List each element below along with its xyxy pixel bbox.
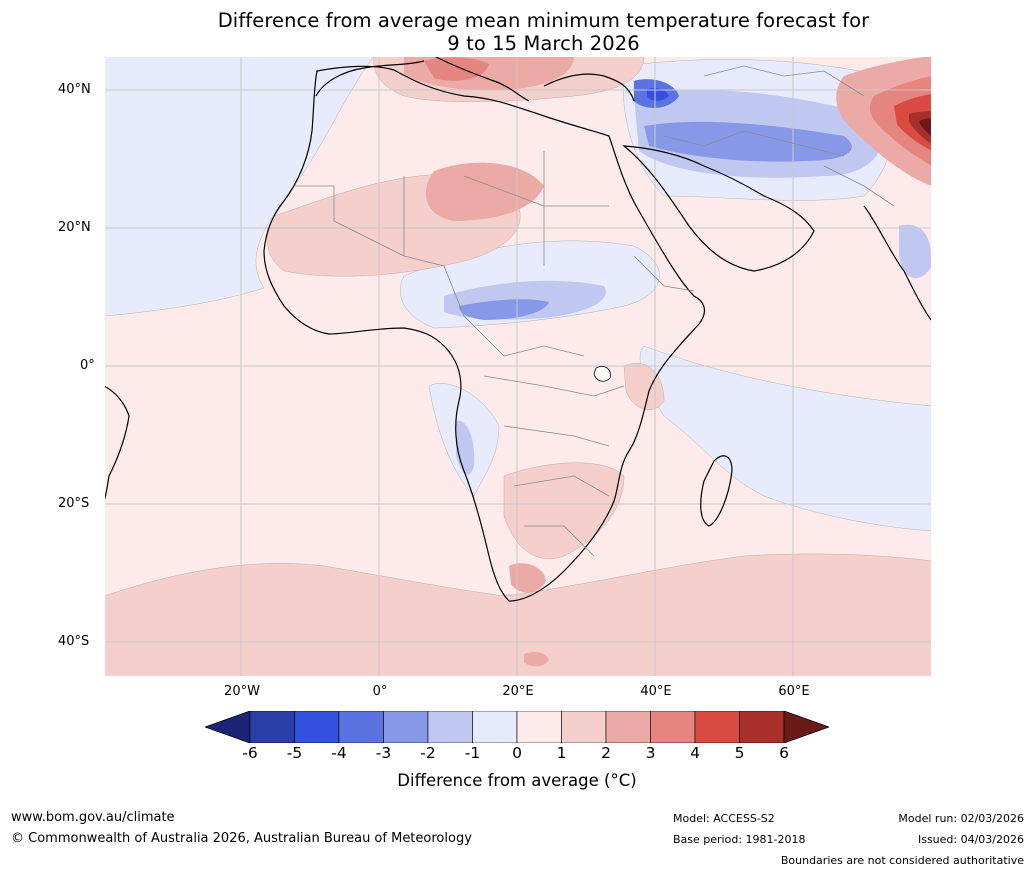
colorbar-segment-0_1 [516, 710, 562, 744]
lon-tick-20e: 20°E [502, 684, 534, 699]
base-period-text: Base period: 1981-2018 [673, 833, 806, 846]
colorbar-segment-2_3 [605, 710, 651, 744]
website-text: www.bom.gov.au/climate [11, 810, 175, 825]
south-africa-anomaly-plus2 [509, 563, 546, 593]
europe-coastline [315, 56, 635, 102]
lon-tick-0: 0° [372, 684, 388, 699]
lake-victoria [593, 366, 611, 382]
disclaimer-text: Boundaries are not considered authoritat… [780, 854, 1024, 867]
map-frame [104, 56, 932, 677]
colorbar-tick-label: 1 [556, 744, 567, 762]
colorbar-segment--1_0 [472, 710, 518, 744]
colorbar-segment-5_6 [739, 710, 785, 744]
lat-tick-equator: 0° [80, 358, 95, 373]
turkey-anomaly-minus5 [647, 87, 669, 101]
southern-ocean-anomaly-plus1 [104, 553, 932, 677]
colorbar-tick-label: -4 [331, 744, 347, 762]
middle-east-anomaly-minus3 [644, 121, 852, 162]
arabia-coastline [622, 145, 815, 272]
india-coastline [863, 205, 932, 322]
mediterranean-anomaly-plus3 [424, 57, 489, 81]
colorbar-tick-label: 6 [779, 744, 789, 762]
colorbar-segment--2_-1 [427, 710, 473, 744]
colorbar-svg [203, 710, 831, 744]
lat-tick-20s: 20°S [58, 496, 90, 511]
colorbar-segment-1_2 [561, 710, 607, 744]
colorbar-tick-label: -6 [242, 744, 258, 762]
copyright-text: © Commonwealth of Australia 2026, Austra… [11, 831, 472, 846]
title-line-2: 9 to 15 March 2026 [447, 32, 640, 55]
colorbar-segment-3_4 [650, 710, 696, 744]
colorbar-segment--3_-2 [383, 710, 429, 744]
east-africa-anomaly-plus1 [623, 363, 665, 410]
colorbar-tick-label: 5 [734, 744, 745, 762]
colorbar-segment-4_5 [694, 710, 740, 744]
lon-tick-20w: 20°W [224, 684, 260, 699]
madagascar-coastline [700, 455, 733, 527]
colorbar-tick-label: -5 [286, 744, 303, 762]
lon-tick-40e: 40°E [640, 684, 672, 699]
colorbar-segment--5_-4 [294, 710, 340, 744]
colorbar-label: Difference from average (°C) [397, 771, 637, 790]
issued-text: Issued: 04/03/2026 [917, 833, 1024, 846]
africa-coastline [263, 65, 706, 602]
colorbar-segment--6_-5 [249, 710, 295, 744]
colorbar [203, 710, 831, 744]
country-boundaries [294, 65, 895, 557]
colorbar-segment--4_-3 [338, 710, 384, 744]
lat-tick-40n: 40°N [58, 82, 91, 97]
anomaly-map [104, 56, 932, 677]
lon-tick-60e: 60°E [778, 684, 810, 699]
colorbar-tick-label: -1 [464, 744, 481, 762]
colorbar-tick-label: 2 [601, 744, 611, 762]
southern-africa-anomaly-plus1 [503, 462, 625, 559]
model-text: Model: ACCESS-S2 [673, 812, 775, 825]
indian-ocean-cool-region [639, 345, 932, 532]
sahara-anomaly-plus2 [425, 162, 544, 221]
chart-title: Difference from average mean minimum tem… [0, 9, 1035, 55]
lat-tick-20n: 20°N [58, 220, 91, 235]
map-svg [104, 56, 932, 677]
title-line-1: Difference from average mean minimum tem… [217, 9, 870, 32]
colorbar-tick-label: 4 [690, 744, 700, 762]
sahel-anomaly-minus3 [459, 299, 549, 320]
colorbar-tick-label: -3 [375, 744, 392, 762]
colorbar-tick-label: -2 [420, 744, 436, 762]
india-anomaly-minus2 [899, 224, 932, 279]
model-run-text: Model run: 02/03/2026 [898, 812, 1024, 825]
central-asia-anomaly-plus6 [919, 118, 932, 136]
southern-ocean-anomaly-plus2 [524, 652, 549, 667]
graticule [104, 56, 932, 677]
colorbar-extend-high [783, 710, 831, 744]
lat-tick-40s: 40°S [58, 634, 90, 649]
south-america-coastline [104, 385, 130, 502]
colorbar-tick-label: 3 [645, 744, 656, 762]
colorbar-extend-low [203, 710, 251, 744]
atlantic-cool-region [104, 56, 375, 317]
colorbar-tick-label: 0 [512, 744, 522, 762]
